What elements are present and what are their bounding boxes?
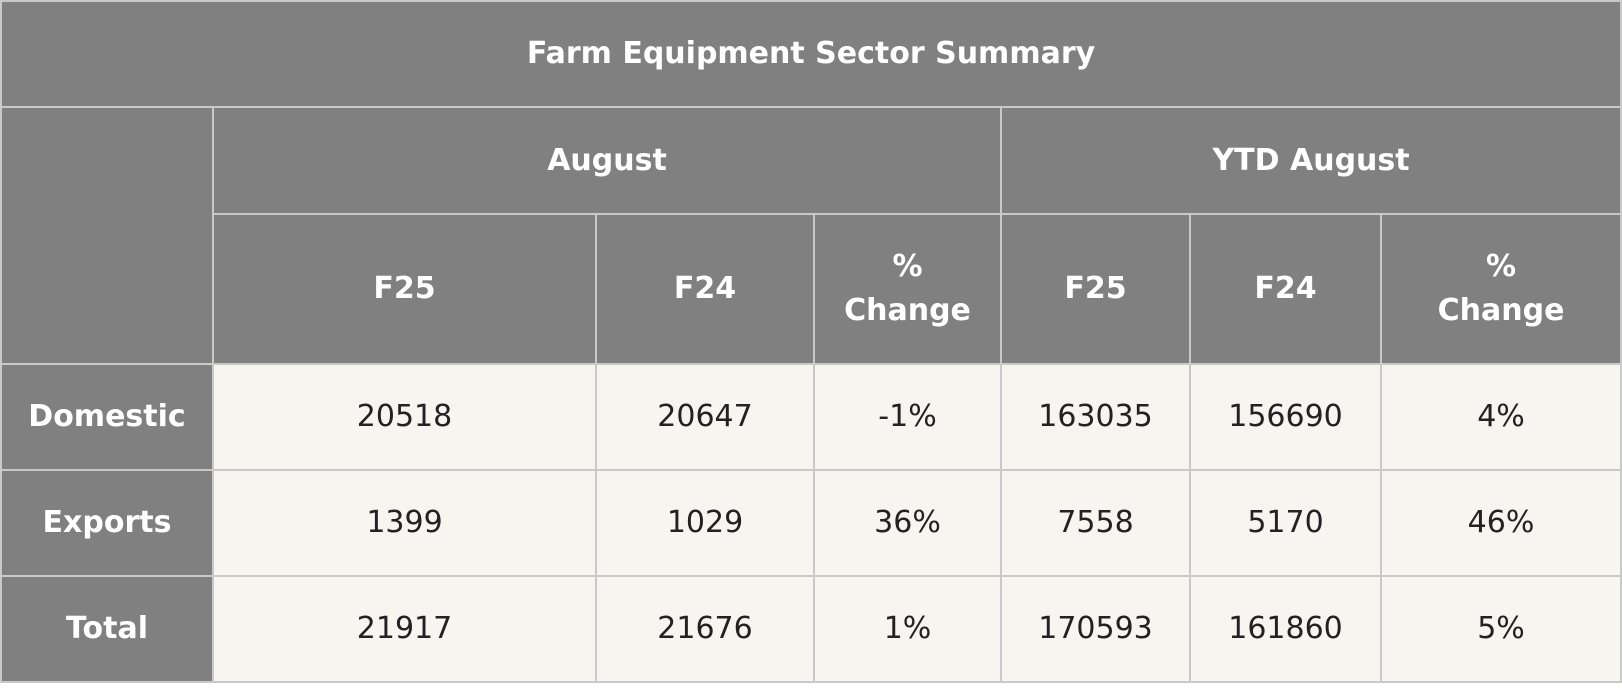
row-label-domestic: Domestic [0,363,214,471]
group-header-august: August [212,106,1002,215]
title-row: Farm Equipment Sector Summary [0,0,1622,108]
table-cell: 20518 [212,363,597,471]
table-cell: 1399 [212,469,597,577]
group-header-row: August YTD August [0,106,1622,365]
table-cell: 46% [1379,469,1622,577]
corner-cell [0,106,214,365]
column-header-change-august: % Change [813,213,1002,365]
column-header-row: F25 F24 % Change F25 F24 % Change [1,213,1622,365]
column-header-f25-ytd: F25 [1000,213,1191,365]
table-title: Farm Equipment Sector Summary [0,0,1622,108]
table-cell: 161860 [1189,575,1382,683]
table-cell: 5170 [1189,469,1382,577]
column-header-f24-august: F24 [595,213,815,365]
group-header-ytd-august: YTD August [999,106,1622,215]
table-cell: 1% [813,575,1002,683]
table-cell: 163035 [1000,363,1191,471]
table-cell: 21917 [212,575,597,683]
row-label-exports: Exports [0,469,214,577]
table-cell: 7558 [1000,469,1191,577]
column-header-change-ytd: % Change [1379,213,1622,365]
table-cell: 36% [813,469,1002,577]
table-cell: 1029 [595,469,815,577]
table-cell: 21676 [595,575,815,683]
table-cell: 4% [1379,363,1622,471]
column-header-f24-ytd: F24 [1189,213,1382,365]
table-row-exports: Exports 1399 1029 36% 7558 5170 46% [0,469,1622,577]
table-cell: 20647 [595,363,815,471]
table-cell: 156690 [1189,363,1382,471]
table-row-total: Total 21917 21676 1% 170593 161860 5% [0,575,1622,683]
table-row-domestic: Domestic 20518 20647 -1% 163035 156690 4… [0,363,1622,471]
table-cell: -1% [813,363,1002,471]
table-cell: 5% [1379,575,1622,683]
column-header-f25-august: F25 [212,213,597,365]
row-label-total: Total [0,575,214,683]
table-cell: 170593 [1000,575,1191,683]
